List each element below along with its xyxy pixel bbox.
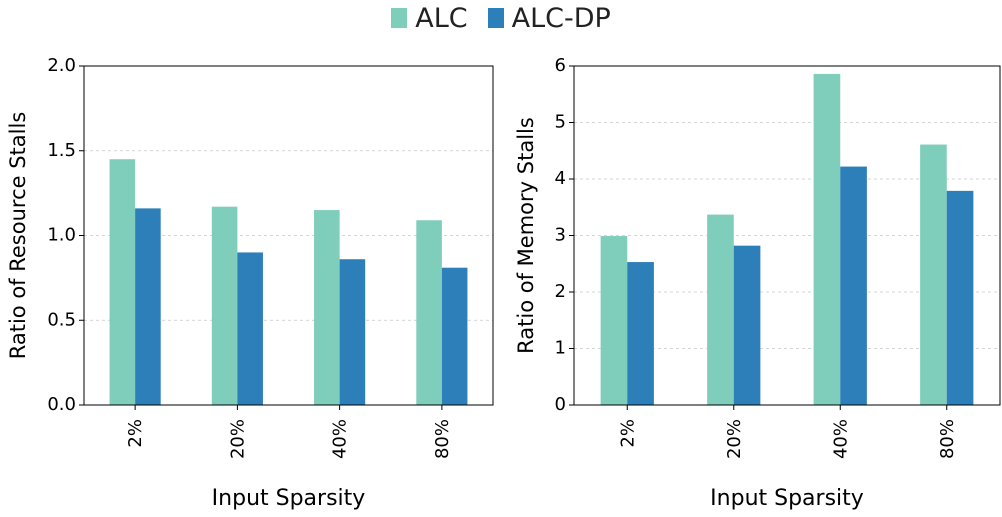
legend: ALC ALC-DP <box>0 0 1002 36</box>
chart2-bar-alc-dp <box>733 245 761 405</box>
chart2-axes-frame <box>573 65 1001 406</box>
chart2-x-axis-label: Input Sparsity <box>710 486 864 511</box>
chart2-ytick-label: 6 <box>555 55 566 76</box>
chart2-bar-alc-dp <box>946 190 974 405</box>
chart2-xtick-label: 20% <box>724 419 745 459</box>
chart2-ytick-label: 2 <box>555 281 566 302</box>
chart2-bar-alc <box>600 236 628 405</box>
chart2-ytick-label: 1 <box>555 338 566 359</box>
chart1-xtick-label: 2% <box>125 419 146 448</box>
chart1-xtick-label: 20% <box>227 419 248 459</box>
chart1-bar-alc <box>314 210 340 405</box>
chart2-bar-alc-dp <box>627 262 654 405</box>
chart2-xtick-label: 80% <box>937 419 958 459</box>
legend-label-alc-dp: ALC-DP <box>511 2 611 34</box>
chart1-bar-alc-dp <box>441 267 468 405</box>
chart1-ytick-label: 1.5 <box>47 140 76 161</box>
chart2-bar-alc <box>813 73 841 405</box>
chart2-xtick-label: 2% <box>617 419 638 448</box>
chart1-ytick-label: 0.5 <box>47 309 76 330</box>
chart2-ytick-label: 3 <box>555 225 566 246</box>
chart1-ytick-label: 1.0 <box>47 225 76 246</box>
legend-item-alc-dp: ALC-DP <box>487 2 611 34</box>
chart1-xtick-label: 80% <box>432 419 453 459</box>
chart1-y-axis-label: Ratio of Resource Stalls <box>6 112 30 360</box>
chart1-ytick-label: 2.0 <box>47 55 76 76</box>
legend-swatch-alc-dp <box>487 8 504 28</box>
chart1-bar-alc <box>109 159 136 405</box>
chart1-xtick-label: 40% <box>330 419 351 459</box>
chart2-ytick-label: 4 <box>555 168 566 189</box>
chart2-y-axis-label: Ratio of Memory Stalls <box>514 117 538 354</box>
chart2-bar-alc <box>920 144 947 405</box>
chart2-ytick-label: 0 <box>555 394 566 415</box>
chart1-bar-alc <box>416 220 442 405</box>
chart2-bar-alc-dp <box>840 166 867 405</box>
legend-swatch-alc <box>391 8 408 28</box>
chart1-ytick-label: 0.0 <box>47 394 76 415</box>
legend-label-alc: ALC <box>415 2 468 34</box>
legend-item-alc: ALC <box>391 2 468 34</box>
chart1-bar-alc-dp <box>339 259 366 405</box>
chart2-xtick-label: 40% <box>830 419 851 459</box>
chart1-bar-alc <box>211 206 238 405</box>
chart1-x-axis-label: Input Sparsity <box>212 486 366 511</box>
chart2-ytick-label: 5 <box>555 112 566 133</box>
chart1-axes-frame <box>83 65 494 406</box>
chart2-bar-alc <box>707 214 734 405</box>
chart1-bar-alc-dp <box>237 252 263 405</box>
chart1-bar-alc-dp <box>135 208 161 405</box>
